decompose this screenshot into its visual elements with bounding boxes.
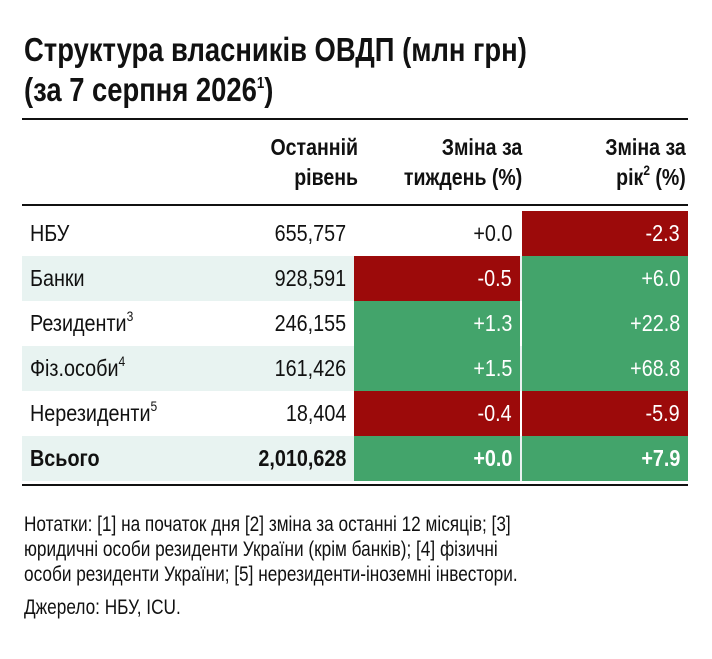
row-label: Нерезиденти5 <box>30 391 157 436</box>
year-change-cell: +22.8 <box>522 301 688 346</box>
row-label-cell: Фіз.особи4 <box>22 346 188 391</box>
week-change-text: -0.5 <box>477 265 512 291</box>
footnote-mark: 3 <box>126 308 134 324</box>
row-label: НБУ <box>30 211 69 256</box>
row-label-cell: Банки <box>22 256 188 301</box>
year-change-text: +7.9 <box>640 445 680 471</box>
value-cell: 18,404 <box>188 391 354 436</box>
row-label-text: Всього <box>30 445 100 471</box>
week-change-cell: +0.0 <box>354 211 520 256</box>
table-title: Структура власників ОВДП (млн грн) (за 7… <box>24 30 588 110</box>
notes-line: юридичні особи резиденти України (крім б… <box>24 538 498 561</box>
value-cell: 655,757 <box>188 211 354 256</box>
header-last-level: Останній рівень <box>270 134 358 190</box>
year-change-cell: +6.0 <box>522 256 688 301</box>
title-divider <box>22 118 688 120</box>
table-row: НБУ 655,757 +0.0 -2.3 <box>22 211 688 256</box>
value-cell: 161,426 <box>188 346 354 391</box>
week-change-cell: +1.3 <box>354 301 520 346</box>
value-text: 928,591 <box>274 265 346 291</box>
value-cell: 928,591 <box>188 256 354 301</box>
week-change-text: +1.5 <box>472 355 512 381</box>
value-text: 18,404 <box>285 400 346 426</box>
value-text: 246,155 <box>274 310 346 336</box>
notes-line: Нотатки: [1] на початок дня [2] зміна за… <box>24 513 511 536</box>
year-change-cell: -5.9 <box>522 391 688 436</box>
title-line-1: Структура власників ОВДП (млн грн) <box>24 31 527 68</box>
table-bottom-divider <box>22 484 688 486</box>
footnote-mark: 5 <box>150 398 158 414</box>
year-change-text: -5.9 <box>645 400 680 426</box>
week-change-cell: +1.5 <box>354 346 520 391</box>
table-row: Фіз.особи4 161,426 +1.5 +68.8 <box>22 346 688 391</box>
table-row: Банки 928,591 -0.5 +6.0 <box>22 256 688 301</box>
title-line-2: (за 7 серпня 20261) <box>24 71 274 108</box>
row-label-text: Нерезиденти <box>30 400 151 426</box>
row-label-text: Резиденти <box>30 310 127 336</box>
row-label-cell: НБУ <box>22 211 188 256</box>
year-change-text: +6.0 <box>640 265 680 291</box>
row-label-cell: Всього <box>22 436 188 481</box>
notes-line: особи резиденти України; [5] нерезиденти… <box>24 563 518 586</box>
week-change-cell: -0.4 <box>354 391 520 436</box>
week-change-text: -0.4 <box>477 400 512 426</box>
row-label: Всього <box>30 436 100 481</box>
header-week-change: Зміна за тиждень (%) <box>403 134 522 190</box>
source-line: Джерело: НБУ, ICU. <box>24 596 181 619</box>
year-change-cell: +7.9 <box>522 436 688 481</box>
value-cell: 2,010,628 <box>188 436 354 481</box>
total-row: Всього 2,010,628 +0.0 +7.9 <box>22 436 688 481</box>
value-text: 161,426 <box>274 355 346 381</box>
value-text: 2,010,628 <box>257 445 346 471</box>
row-label-text: Банки <box>30 265 85 291</box>
header-divider <box>22 204 688 206</box>
title-footnote-mark: 1 <box>256 75 265 92</box>
row-label: Банки <box>30 256 85 301</box>
week-change-cell: -0.5 <box>354 256 520 301</box>
value-text: 655,757 <box>274 220 346 246</box>
row-label: Фіз.особи4 <box>30 346 125 391</box>
year-change-text: +22.8 <box>629 310 680 336</box>
row-label-cell: Нерезиденти5 <box>22 391 188 436</box>
week-change-text: +0.0 <box>472 445 512 471</box>
table-row: Резиденти3 246,155 +1.3 +22.8 <box>22 301 688 346</box>
value-cell: 246,155 <box>188 301 354 346</box>
row-label-cell: Резиденти3 <box>22 301 188 346</box>
header-footnote-mark: 2 <box>643 162 651 178</box>
header-year-change: Зміна за рік2 (%) <box>605 134 686 190</box>
year-change-text: +68.8 <box>629 355 680 381</box>
row-label-text: НБУ <box>30 220 70 246</box>
week-change-cell: +0.0 <box>354 436 520 481</box>
table-row: Нерезиденти5 18,404 -0.4 -5.9 <box>22 391 688 436</box>
week-change-text: +1.3 <box>472 310 512 336</box>
year-change-cell: +68.8 <box>522 346 688 391</box>
row-label-text: Фіз.особи <box>30 355 119 381</box>
notes: Нотатки: [1] на початок дня [2] зміна за… <box>24 512 680 620</box>
year-change-cell: -2.3 <box>522 211 688 256</box>
year-change-text: -2.3 <box>645 220 680 246</box>
week-change-text: +0.0 <box>472 220 512 246</box>
footnote-mark: 4 <box>118 353 126 369</box>
row-label: Резиденти3 <box>30 301 133 346</box>
